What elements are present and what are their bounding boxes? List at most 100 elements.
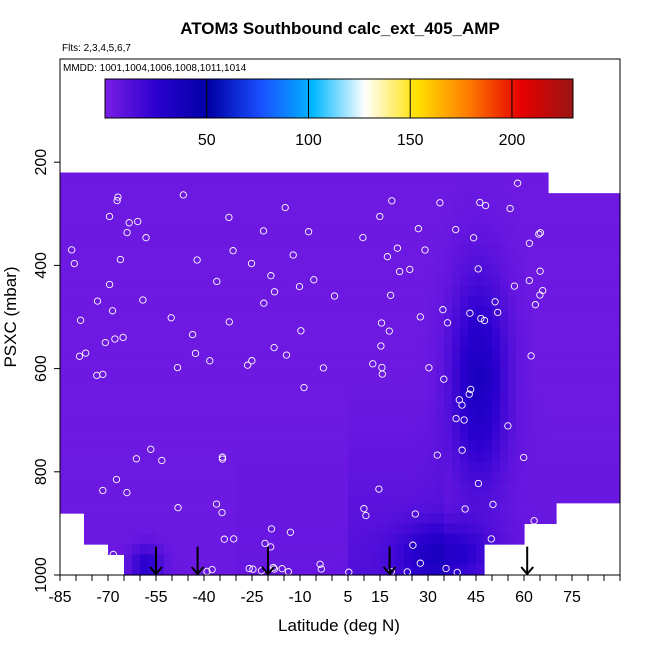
heatmap-cell bbox=[588, 234, 597, 246]
heatmap-cell bbox=[540, 224, 549, 236]
heatmap-cell bbox=[148, 502, 157, 514]
heatmap-cell bbox=[84, 358, 93, 370]
heatmap-cell bbox=[236, 554, 245, 566]
heatmap-field bbox=[60, 172, 621, 576]
x-tick-label: -40 bbox=[192, 589, 215, 606]
heatmap-cell bbox=[308, 368, 317, 380]
heatmap-cell bbox=[252, 554, 261, 566]
heatmap-cell bbox=[404, 430, 413, 442]
heatmap-cell bbox=[396, 203, 405, 215]
heatmap-cell bbox=[404, 513, 413, 524]
heatmap-cell bbox=[428, 533, 437, 545]
heatmap-cell bbox=[404, 554, 413, 566]
heatmap-cell bbox=[612, 420, 621, 432]
heatmap-cell bbox=[276, 378, 285, 390]
heatmap-cell bbox=[156, 193, 165, 205]
heatmap-cell bbox=[100, 275, 109, 287]
heatmap-cell bbox=[540, 440, 549, 452]
heatmap-cell bbox=[572, 430, 581, 442]
heatmap-cell bbox=[100, 533, 109, 545]
heatmap-cell bbox=[468, 358, 477, 370]
heatmap-cell bbox=[268, 337, 277, 349]
heatmap-cell bbox=[284, 317, 293, 328]
heatmap-cell bbox=[164, 327, 173, 339]
heatmap-cell bbox=[548, 347, 557, 359]
heatmap-cell bbox=[252, 461, 261, 473]
heatmap-cell bbox=[60, 389, 69, 401]
heatmap-cell bbox=[444, 399, 453, 411]
heatmap-cell bbox=[596, 378, 605, 390]
heatmap-cell bbox=[284, 172, 293, 184]
heatmap-cell bbox=[204, 244, 213, 256]
heatmap-cell bbox=[348, 513, 357, 524]
heatmap-cell bbox=[380, 461, 389, 473]
heatmap-cell bbox=[444, 368, 453, 380]
heatmap-cell bbox=[276, 430, 285, 442]
heatmap-cell bbox=[492, 296, 501, 308]
heatmap-cell bbox=[60, 203, 69, 215]
heatmap-cell bbox=[76, 430, 85, 442]
heatmap-cell bbox=[236, 399, 245, 411]
heatmap-cell bbox=[284, 554, 293, 566]
colorbar-tick-label: 50 bbox=[198, 132, 216, 149]
heatmap-cell bbox=[532, 347, 541, 359]
y-tick-label: 200 bbox=[33, 149, 50, 176]
heatmap-cell bbox=[388, 347, 397, 359]
heatmap-cell bbox=[132, 389, 141, 401]
heatmap-cell bbox=[236, 224, 245, 236]
heatmap-cell bbox=[172, 327, 181, 339]
heatmap-cell bbox=[316, 523, 325, 535]
heatmap-cell bbox=[444, 451, 453, 463]
heatmap-cell bbox=[244, 337, 253, 349]
heatmap-cell bbox=[124, 172, 133, 184]
heatmap-cell bbox=[444, 255, 453, 266]
heatmap-cell bbox=[332, 523, 341, 535]
heatmap-cell bbox=[364, 533, 373, 545]
heatmap-cell bbox=[236, 378, 245, 390]
heatmap-cell bbox=[476, 203, 485, 215]
heatmap-cell bbox=[132, 234, 141, 246]
heatmap-cell bbox=[308, 265, 317, 277]
heatmap-cell bbox=[92, 409, 101, 421]
heatmap-cell bbox=[132, 451, 141, 463]
heatmap-cell bbox=[372, 471, 381, 483]
heatmap-cell bbox=[276, 420, 285, 432]
heatmap-cell bbox=[116, 533, 125, 545]
heatmap-cell bbox=[148, 523, 157, 535]
heatmap-cell bbox=[572, 358, 581, 370]
heatmap-cell bbox=[604, 203, 613, 215]
heatmap-cell bbox=[460, 172, 469, 184]
heatmap-cell bbox=[316, 317, 325, 328]
heatmap-cell bbox=[452, 544, 461, 555]
heatmap-cell bbox=[516, 327, 525, 339]
heatmap-cell bbox=[276, 440, 285, 452]
heatmap-cell bbox=[268, 554, 277, 566]
heatmap-cell bbox=[212, 337, 221, 349]
heatmap-cell bbox=[252, 502, 261, 514]
heatmap-cell bbox=[372, 172, 381, 184]
heatmap-cell bbox=[220, 317, 229, 328]
heatmap-cell bbox=[412, 409, 421, 421]
heatmap-cell bbox=[316, 296, 325, 308]
heatmap-cell bbox=[412, 306, 421, 318]
heatmap-cell bbox=[444, 275, 453, 287]
heatmap-cell bbox=[132, 358, 141, 370]
heatmap-cell bbox=[228, 255, 237, 266]
heatmap-cell bbox=[132, 224, 141, 236]
heatmap-cell bbox=[228, 451, 237, 463]
heatmap-cell bbox=[220, 533, 229, 545]
heatmap-cell bbox=[556, 492, 565, 504]
heatmap-cell bbox=[60, 317, 69, 328]
heatmap-cell bbox=[212, 554, 221, 566]
heatmap-cell bbox=[388, 409, 397, 421]
heatmap-cell bbox=[364, 347, 373, 359]
observation-point bbox=[452, 414, 460, 423]
heatmap-cell bbox=[204, 317, 213, 328]
heatmap-cell bbox=[364, 399, 373, 411]
heatmap-cell bbox=[532, 224, 541, 236]
heatmap-cell bbox=[332, 451, 341, 463]
heatmap-cell bbox=[92, 430, 101, 442]
heatmap-cell bbox=[604, 337, 613, 349]
heatmap-cell bbox=[420, 234, 429, 246]
heatmap-cell bbox=[76, 193, 85, 205]
